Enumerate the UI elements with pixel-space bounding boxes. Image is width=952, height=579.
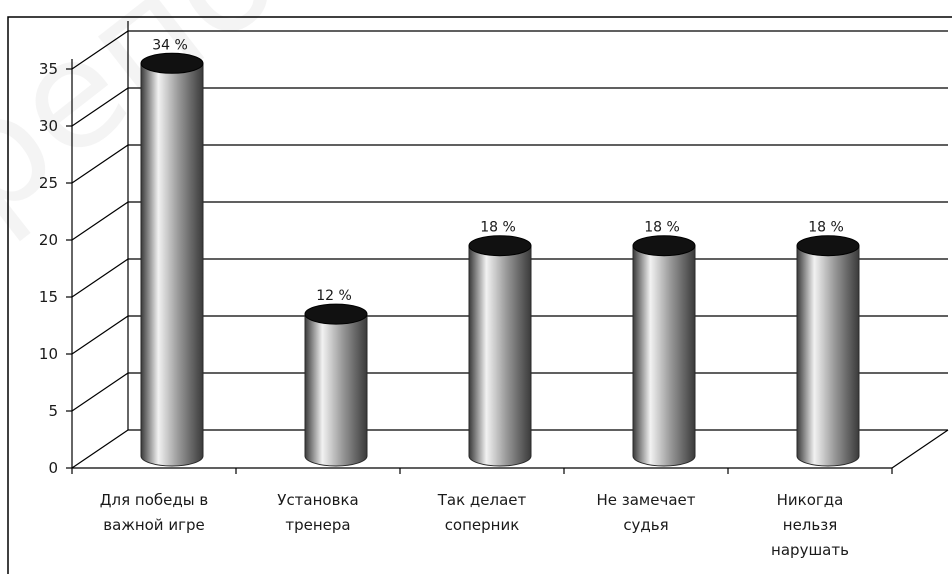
y-tick-label: 10 [39, 345, 58, 363]
bar [468, 235, 532, 467]
bar-body [468, 245, 532, 467]
x-category-line: соперник [445, 516, 520, 534]
bars [140, 52, 860, 467]
data-label: 12 % [316, 288, 352, 304]
y-tick-label: 5 [48, 402, 58, 420]
floor-right-edge [891, 429, 949, 469]
labels: 0 5 10 15 20 25 30 35 34 % 12 % 18 % 18 % 18 % Для по… [39, 37, 849, 559]
x-category-line: важной игре [103, 516, 204, 534]
side-wall-line [71, 87, 129, 127]
bar [632, 235, 696, 467]
data-label: 18 % [808, 220, 844, 236]
side-wall-line [71, 30, 129, 70]
y-tick-label: 25 [39, 174, 58, 192]
x-category-label: Для победы в важной игре [100, 491, 208, 534]
x-category-label: Никогда нельзя нарушать [771, 491, 849, 559]
bar-top [140, 52, 204, 74]
bar-top [796, 235, 860, 257]
x-category-line: Для победы в [100, 491, 208, 509]
bar [140, 52, 204, 467]
x-category-line: Так делает [437, 491, 527, 509]
y-tick-label: 20 [39, 231, 58, 249]
bar [796, 235, 860, 467]
bar-top [468, 235, 532, 257]
side-wall-line [71, 144, 129, 184]
side-wall-line [71, 201, 129, 241]
bar-top [632, 235, 696, 257]
bar-body [304, 313, 368, 467]
x-category-line: тренера [285, 516, 350, 534]
y-tick-label: 30 [39, 117, 58, 135]
side-wall-line [71, 315, 129, 355]
x-category-line: Установка [277, 491, 358, 509]
x-category-line: нельзя [783, 516, 837, 534]
x-category-label: Не замечает судья [596, 491, 695, 534]
y-tick-label: 35 [39, 60, 58, 78]
x-category-line: судья [623, 516, 668, 534]
x-category-line: Не замечает [596, 491, 695, 509]
bar-body [140, 62, 204, 467]
axes [7, 16, 952, 574]
x-category-label: Так делает соперник [437, 491, 527, 534]
y-tick-label: 15 [39, 288, 58, 306]
chart-frame [7, 16, 952, 574]
bar-body [796, 245, 860, 467]
x-category-label: Установка тренера [277, 491, 358, 534]
bar-body [632, 245, 696, 467]
gridlines [71, 21, 948, 469]
y-tick-label: 0 [48, 459, 58, 477]
data-label: 18 % [480, 220, 516, 236]
side-wall-line [71, 258, 129, 298]
side-wall-line [71, 372, 129, 412]
bar [304, 303, 368, 467]
x-category-line: нарушать [771, 541, 849, 559]
side-wall-line [71, 429, 129, 469]
x-category-line: Никогда [777, 491, 844, 509]
bar-top [304, 303, 368, 325]
data-label: 34 % [152, 37, 188, 53]
data-label: 18 % [644, 220, 680, 236]
